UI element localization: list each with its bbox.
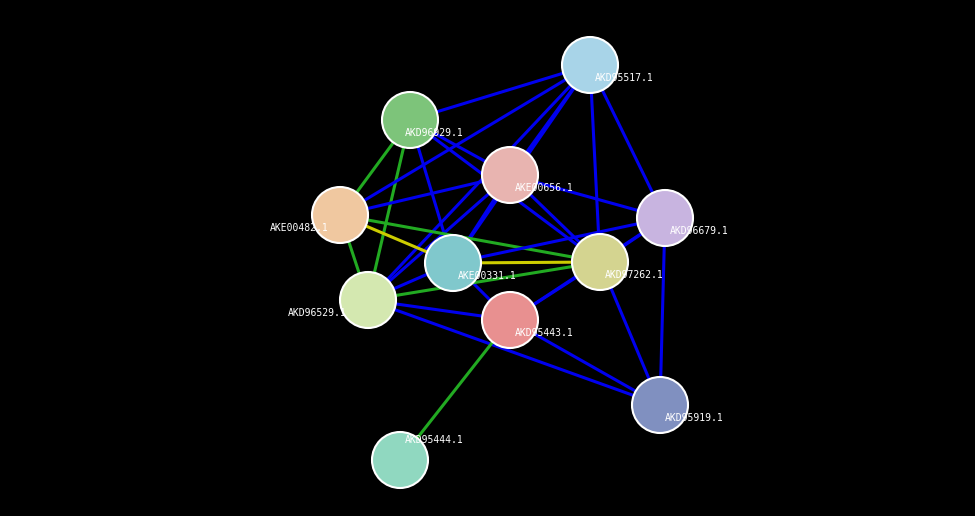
Circle shape [382,92,438,148]
Circle shape [372,432,428,488]
Circle shape [425,235,481,291]
Text: AKE00656.1: AKE00656.1 [515,183,573,193]
Circle shape [637,190,693,246]
Text: AKD95517.1: AKD95517.1 [595,73,654,83]
Text: AKD96929.1: AKD96929.1 [405,128,464,138]
Text: AKD95919.1: AKD95919.1 [665,413,723,423]
Text: AKE00331.1: AKE00331.1 [458,271,517,281]
Circle shape [312,187,368,243]
Circle shape [340,272,396,328]
Text: AKE00482.1: AKE00482.1 [270,223,329,233]
Text: AKD97262.1: AKD97262.1 [605,270,664,280]
Text: AKD96529.1: AKD96529.1 [288,308,347,318]
Circle shape [562,37,618,93]
Circle shape [482,147,538,203]
Text: AKD95443.1: AKD95443.1 [515,328,573,338]
Circle shape [482,292,538,348]
Circle shape [572,234,628,290]
Text: AKD95444.1: AKD95444.1 [405,435,464,445]
Text: AKD96679.1: AKD96679.1 [670,226,728,236]
Circle shape [632,377,688,433]
